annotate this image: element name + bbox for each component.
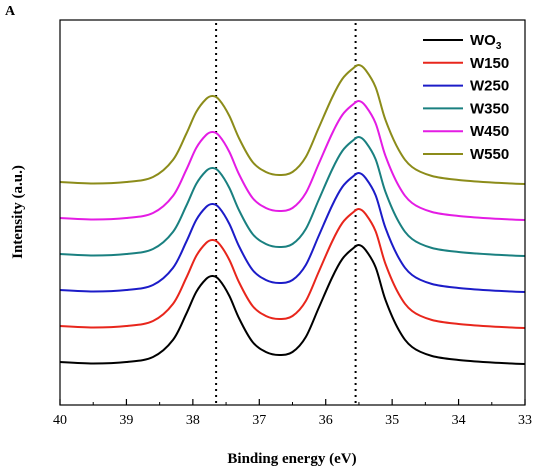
legend-label: W350	[470, 100, 509, 117]
x-axis-ticks: 40 39 38 37 36 35 34 33	[53, 399, 532, 428]
legend-item-w150: W150	[423, 55, 509, 72]
x-tick-label: 38	[186, 413, 200, 428]
plot-series	[59, 63, 526, 365]
plot-frame	[59, 19, 526, 406]
legend-label-subscript: 3	[496, 41, 502, 52]
series-line-w350	[59, 135, 526, 257]
legend-label: W250	[470, 78, 509, 95]
legend-label: WO3	[470, 32, 502, 52]
legend-label-base: WO	[470, 32, 496, 49]
legend-item-w250: W250	[423, 78, 509, 95]
legend-label: W150	[470, 55, 509, 72]
y-axis-title: Intensity (a.u.)	[10, 165, 26, 259]
x-tick-label: 37	[252, 413, 266, 428]
x-tick-label: 40	[53, 413, 67, 428]
x-tick-label: 39	[119, 413, 133, 428]
legend-item-w350: W350	[423, 100, 509, 117]
legend-label: W550	[470, 146, 509, 163]
legend: WO3 W150 W250 W350 W450 W550	[423, 32, 509, 163]
legend-label: W450	[470, 123, 509, 140]
legend-item-w450: W450	[423, 123, 509, 140]
series-line-w150	[59, 207, 526, 329]
series-line-w450	[59, 99, 526, 221]
x-tick-label: 35	[385, 413, 399, 428]
panel-label: A	[5, 4, 16, 19]
legend-item-wo3: WO3	[423, 32, 502, 52]
series-line-w550	[59, 63, 526, 185]
x-tick-label: 34	[452, 413, 466, 428]
legend-item-w550: W550	[423, 146, 509, 163]
x-tick-label: 36	[319, 413, 333, 428]
reference-lines	[215, 23, 357, 405]
x-tick-label: 33	[518, 413, 532, 428]
series-line-w250	[59, 171, 526, 293]
series-line-wo3	[59, 243, 526, 365]
x-axis-title: Binding energy (eV)	[227, 451, 356, 467]
